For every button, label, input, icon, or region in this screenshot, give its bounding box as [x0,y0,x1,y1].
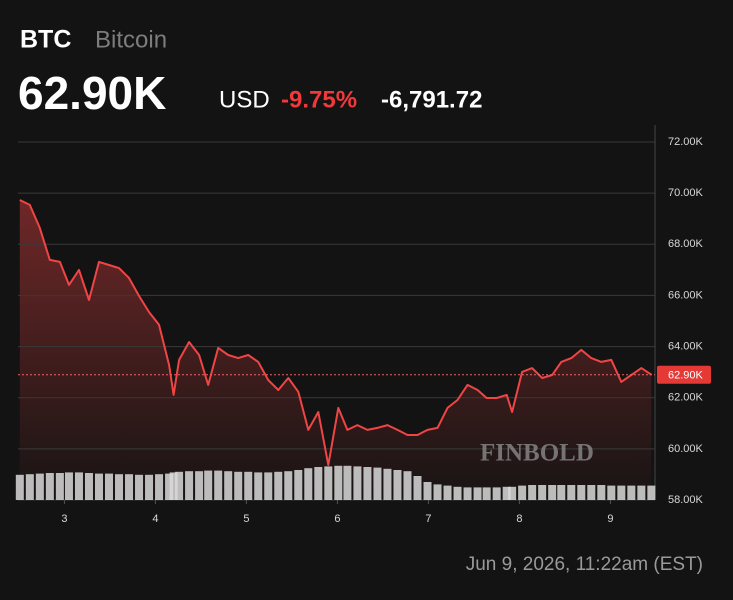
volume-bar [443,485,452,500]
volume-bar [403,471,412,500]
volume-bar [617,485,626,500]
volume-bar [324,466,333,500]
volume-bar [64,472,73,500]
volume-bar [557,485,566,500]
y-tick-label: 60.00K [668,443,704,455]
y-tick-label: 62.00K [668,392,704,404]
volume-bar [637,485,646,500]
y-tick-label: 70.00K [668,187,704,199]
y-tick-label: 58.00K [668,494,704,506]
price: 62.90K [18,67,166,119]
volume-bar [234,471,243,500]
y-tick-label: 66.00K [668,289,704,301]
volume-bar [538,485,547,500]
price-marker-label: 62.90K [668,370,704,382]
volume-bar [185,471,194,500]
volume-bar [463,487,472,500]
volume-bar [528,485,537,500]
volume-bar [577,485,586,500]
change-pct: -9.75% [281,86,357,113]
volume-bar [363,467,372,500]
volume-bar [214,470,223,500]
volume-bar [294,470,303,500]
watermark: FINBOLD [480,440,594,467]
x-tick-label: 4 [152,513,158,525]
symbol: BTC [20,26,71,54]
volume-bar [15,474,24,500]
volume-bar [413,476,422,500]
x-tick-label: 8 [516,513,522,525]
volume-bar [254,472,263,500]
volume-bar [518,485,527,500]
volume-bar [597,485,606,500]
volume-bar [204,470,213,500]
price-line [19,199,652,466]
volume-bar [175,471,184,500]
volume-bar [607,485,616,500]
x-tick-label: 7 [425,513,431,525]
volume-bar [125,474,134,500]
volume-bar [453,486,462,500]
x-tick-label: 6 [334,513,340,525]
volume-bar [55,473,64,500]
x-tick-label: 3 [61,513,67,525]
volume-bar [587,485,596,500]
volume-bar [264,472,273,500]
volume-bar [502,486,511,500]
volume-bar [165,473,174,500]
y-tick-label: 64.00K [668,340,704,352]
change: -6,791.72 [381,86,482,113]
volume-bar [383,468,392,500]
volume-bar [155,474,164,500]
volume-bar [508,486,517,500]
volume-bar [393,470,402,500]
x-tick-label: 9 [607,513,613,525]
price-marker-box [657,365,711,384]
volume-bar [115,474,124,500]
timestamp: Jun 9, 2026, 11:22am (EST) [466,554,703,575]
volume-bar [353,466,362,500]
volume-bar [304,468,313,500]
volume-bar [373,467,382,500]
volume-bar [627,485,636,500]
plot-area: 58.00K 60.00K 62.00K 64.00K 66.00K 68.00K 70.0… [15,125,711,525]
volume-bar [548,485,557,500]
volume-bar [423,482,432,500]
volume-bar [482,487,491,500]
volume-bar [244,471,253,500]
volume-bar [567,485,576,500]
price-area [19,200,652,500]
volume-bar [84,473,93,500]
volume-bar [334,465,343,500]
currency: USD [219,86,270,113]
volume-bar [104,473,114,500]
volume-bar [343,465,352,500]
volume-bar [647,485,656,500]
volume-bar [195,471,204,500]
volume-bar [25,474,34,500]
volume-bar [35,473,44,500]
y-tick-label: 72.00K [668,136,704,148]
volume-bar [473,487,482,500]
volume-bar [45,473,54,500]
volume-bar [94,473,103,500]
volume-bar [224,471,233,500]
volume-bar [274,471,283,500]
volume-bar [284,471,293,500]
volume-bar [74,472,83,500]
y-tick-label: 68.00K [668,238,704,250]
volume-bar [492,487,501,500]
volume-bar [314,467,323,500]
volume-bar [169,472,178,500]
volume-bar [135,474,144,500]
coin-name: Bitcoin [95,26,167,53]
x-tick-label: 5 [243,513,249,525]
volume-bar [145,474,154,500]
volume-bar [433,484,442,500]
